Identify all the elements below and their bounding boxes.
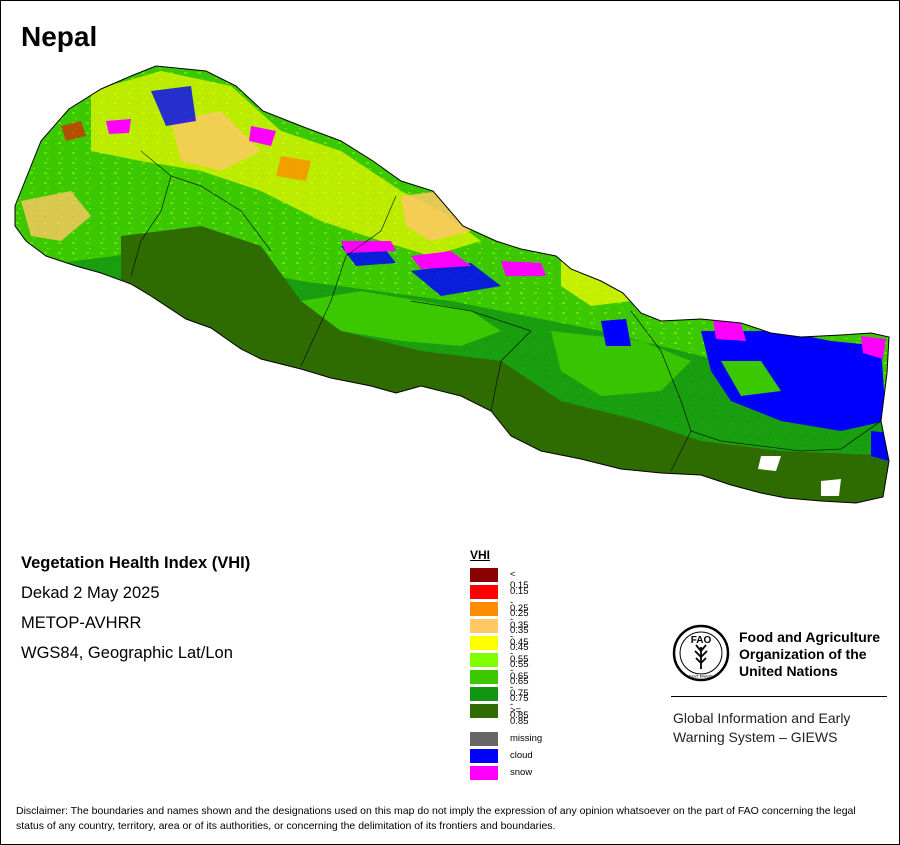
legend-class-row: 0.35 - 0.45: [470, 619, 529, 653]
projection-text: WGS84, Geographic Lat/Lon: [21, 644, 233, 662]
legend-class-swatch: [470, 619, 498, 633]
legend-class-swatch: [470, 602, 498, 616]
legend-class-row: 0.45 - 0.55: [470, 636, 529, 670]
legend-class-swatch: [470, 670, 498, 684]
legend-class-row: 0.75 - 0.85: [470, 687, 529, 721]
legend-class-swatch: [470, 704, 498, 718]
legend-class-label: >= 0.85: [510, 705, 529, 727]
period-text: Dekad 2 May 2025: [21, 584, 160, 602]
legend-other-row: cloud: [470, 749, 533, 766]
legend-class-label: 0.65 - 0.75: [510, 671, 529, 704]
legend-class-row: >= 0.85: [470, 704, 529, 727]
disclaimer: Disclaimer: The boundaries and names sho…: [16, 805, 856, 832]
legend-other-swatch: [470, 749, 498, 763]
legend-class-label: 0.55 - 0.65: [510, 654, 529, 687]
legend-class-label: 0.15 - 0.25: [510, 586, 529, 619]
legend-other-swatch: [470, 732, 498, 746]
legend-other-swatch: [470, 766, 498, 780]
legend-class-swatch: [470, 568, 498, 582]
nepal-vhi-map: [14, 65, 890, 504]
legend-other-label: missing: [510, 733, 543, 744]
fao-logo-letters: FAO: [691, 635, 712, 646]
legend-class-row: 0.65 - 0.75: [470, 670, 529, 704]
legend-other-label: snow: [510, 767, 533, 778]
legend-other-label: cloud: [510, 750, 533, 761]
legend-class-swatch: [470, 636, 498, 650]
legend-other-row: snow: [470, 766, 532, 783]
legend-class-swatch: [470, 653, 498, 667]
vhi-legend: VHI < 0.15 0.15 - 0.25 0.25 - 0.35 0.35 - 0…: [470, 548, 542, 783]
legend-class-label: 0.25 - 0.35: [510, 603, 529, 636]
legend-classes: < 0.15 0.15 - 0.25 0.25 - 0.35 0.35 - 0.45 0…: [470, 568, 529, 727]
legend-class-label: 0.35 - 0.45: [510, 620, 529, 653]
fao-name: Food and Agriculture Organization of the…: [739, 629, 881, 679]
fao-logo-motto: FIAT PANIS: [689, 674, 713, 679]
legend-class-label: 0.75 - 0.85: [510, 688, 529, 721]
map-title: Nepal: [21, 21, 98, 52]
legend-class-label: 0.45 - 0.55: [510, 637, 529, 670]
legend-title: VHI: [470, 548, 491, 562]
legend-class-row: 0.55 - 0.65: [470, 653, 529, 687]
legend-class-swatch: [470, 687, 498, 701]
legend-other-row: missing: [470, 732, 542, 749]
fao-logo-icon: FAO FIAT PANIS: [672, 624, 730, 682]
legend-other: missing cloud snow: [470, 732, 542, 783]
product-name: Vegetation Health Index (VHI): [21, 554, 251, 572]
legend-class-label: < 0.15: [510, 569, 529, 591]
legend-class-row: < 0.15: [470, 568, 529, 591]
map-info: Vegetation Health Index (VHI) Dekad 2 Ma…: [21, 551, 250, 671]
legend-class-row: 0.25 - 0.35: [470, 602, 529, 636]
legend-class-swatch: [470, 585, 498, 599]
sensor-text: METOP-AVHRR: [21, 614, 142, 632]
legend-class-row: 0.15 - 0.25: [470, 585, 529, 619]
giews-name: Global Information and Early Warning Sys…: [673, 710, 851, 745]
fao-divider: [671, 696, 887, 697]
